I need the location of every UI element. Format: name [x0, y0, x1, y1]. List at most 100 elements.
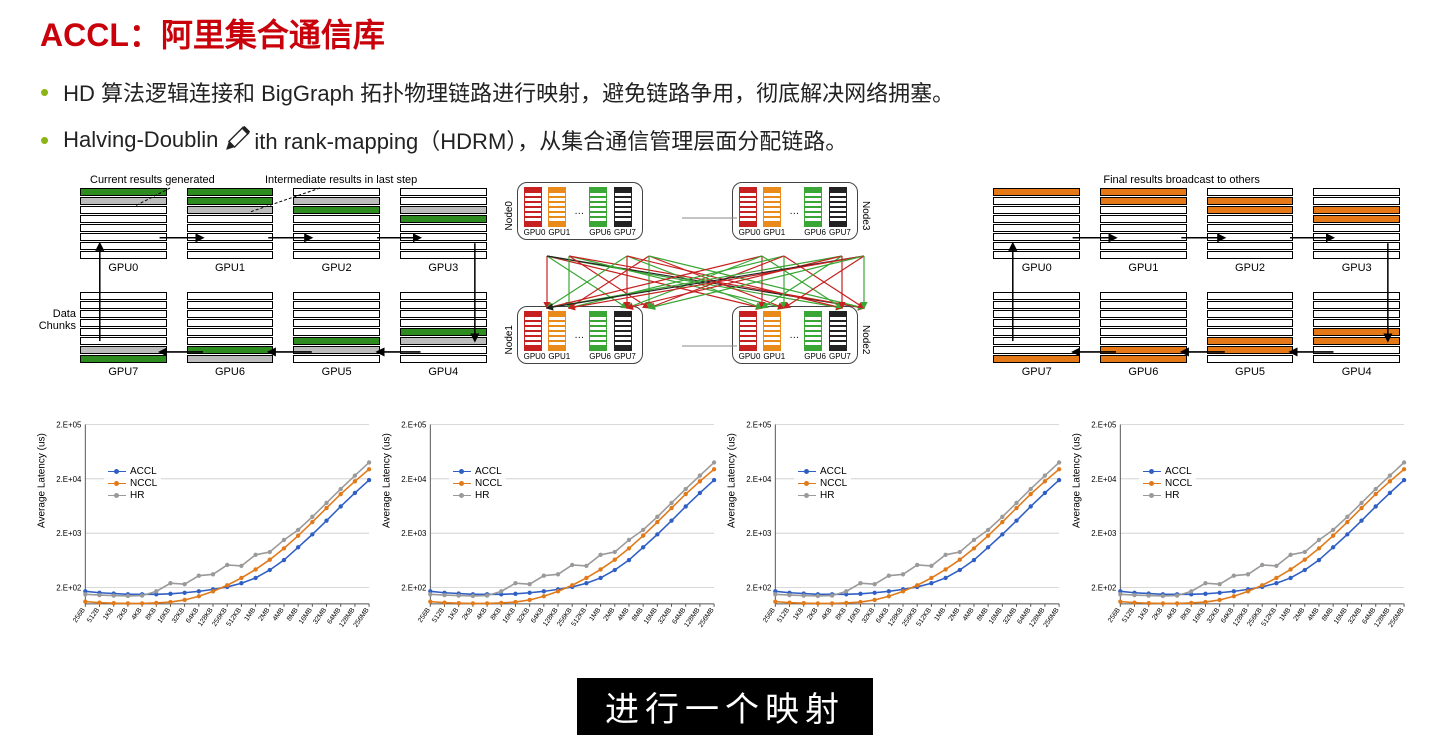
- gpu-label: GPU6: [187, 366, 274, 378]
- svg-text:2KB: 2KB: [1151, 607, 1164, 622]
- svg-text:256B: 256B: [1107, 607, 1122, 625]
- y-axis-label: Average Latency (us): [1072, 433, 1083, 528]
- chart-legend: ACCLNCCLHR: [104, 463, 161, 504]
- svg-text:512B: 512B: [431, 607, 446, 625]
- gpu-cell: GPU3: [400, 188, 487, 274]
- node-label: Node1: [504, 325, 515, 354]
- svg-text:1MB: 1MB: [933, 607, 947, 623]
- charts-row: 2.E+022.E+032.E+042.E+05256B512B1KB2KB4K…: [40, 413, 1410, 643]
- svg-text:16KB: 16KB: [1192, 607, 1208, 625]
- svg-text:2.E+05: 2.E+05: [401, 420, 427, 429]
- gpu-label: GPU5: [293, 366, 380, 378]
- svg-text:1KB: 1KB: [447, 607, 460, 622]
- svg-text:8KB: 8KB: [145, 607, 158, 622]
- svg-text:32MB: 32MB: [1002, 607, 1018, 626]
- gpu-label: GPU6: [1100, 366, 1187, 378]
- svg-text:4MB: 4MB: [962, 607, 976, 623]
- svg-text:2.E+03: 2.E+03: [401, 529, 427, 538]
- svg-text:2MB: 2MB: [1293, 607, 1307, 623]
- gpu-label: GPU3: [1313, 262, 1400, 274]
- gpu-label: GPU5: [1207, 366, 1294, 378]
- svg-text:2.E+04: 2.E+04: [401, 475, 427, 484]
- svg-text:2MB: 2MB: [258, 607, 272, 623]
- gpu-label: GPU2: [1207, 262, 1294, 274]
- gpu-label: GPU1: [1100, 262, 1187, 274]
- svg-text:256MB: 256MB: [1042, 607, 1060, 629]
- gpu-cell: GPU1: [1100, 188, 1187, 274]
- bullet-2: Halving-Doublin ith rank-mapping（HDRM），从…: [40, 122, 1410, 158]
- svg-text:2.E+05: 2.E+05: [746, 420, 772, 429]
- node-label: Node2: [860, 325, 871, 354]
- diagram-center: GPU0GPU1…GPU6GPU7Node0GPU0GPU1…GPU6GPU7N…: [507, 178, 944, 393]
- network-node: GPU0GPU1…GPU6GPU7Node2: [732, 306, 858, 364]
- network-node: GPU0GPU1…GPU6GPU7Node1: [517, 306, 643, 364]
- gpu-cell: GPU0: [993, 188, 1080, 274]
- svg-text:32KB: 32KB: [171, 607, 187, 625]
- svg-text:1MB: 1MB: [1278, 607, 1292, 623]
- y-axis-label: Average Latency (us): [382, 433, 393, 528]
- chart-legend: ACCLNCCLHR: [794, 463, 851, 504]
- gpu-cell: GPU3: [1313, 188, 1400, 274]
- gpu-cell: GPU2: [293, 188, 380, 274]
- svg-text:1KB: 1KB: [792, 607, 805, 622]
- gpu-label: GPU4: [400, 366, 487, 378]
- svg-text:2.E+02: 2.E+02: [401, 583, 426, 592]
- svg-text:16MB: 16MB: [643, 607, 659, 626]
- svg-text:256B: 256B: [417, 607, 432, 625]
- bullet-1: HD 算法逻辑连接和 BigGraph 拓扑物理链路进行映射，避免链路争用，彻底…: [40, 76, 1410, 108]
- page-title: ACCL：阿里集合通信库: [40, 10, 1410, 56]
- svg-text:32MB: 32MB: [312, 607, 328, 626]
- gpu-cell: GPU4: [400, 292, 487, 378]
- svg-text:16KB: 16KB: [502, 607, 518, 625]
- svg-text:512B: 512B: [86, 607, 101, 625]
- svg-text:1MB: 1MB: [243, 607, 257, 623]
- pencil-icon: [218, 122, 254, 158]
- network-node: GPU0GPU1…GPU6GPU7Node3: [732, 182, 858, 240]
- svg-text:256MB: 256MB: [697, 607, 715, 629]
- svg-text:2.E+02: 2.E+02: [56, 583, 81, 592]
- svg-text:256MB: 256MB: [352, 607, 370, 629]
- svg-text:8KB: 8KB: [835, 607, 848, 622]
- svg-text:2.E+05: 2.E+05: [1091, 420, 1117, 429]
- svg-text:2KB: 2KB: [461, 607, 474, 622]
- svg-text:4MB: 4MB: [617, 607, 631, 623]
- svg-text:32KB: 32KB: [861, 607, 877, 625]
- y-axis-label: Average Latency (us): [727, 433, 738, 528]
- video-subtitle: 进行一个映射: [577, 678, 873, 735]
- svg-text:8KB: 8KB: [1180, 607, 1193, 622]
- svg-text:4KB: 4KB: [131, 607, 144, 622]
- gpu-cell: GPU1: [187, 188, 274, 274]
- bullet-2-suffix: ith rank-mapping（HDRM），从集合通信管理层面分配链路。: [254, 124, 847, 156]
- svg-text:32MB: 32MB: [1347, 607, 1363, 626]
- svg-text:512B: 512B: [776, 607, 791, 625]
- svg-text:16MB: 16MB: [988, 607, 1004, 626]
- chart-4: 2.E+022.E+032.E+042.E+05256B512B1KB2KB4K…: [1075, 413, 1410, 643]
- svg-text:2KB: 2KB: [116, 607, 129, 622]
- svg-text:2.E+04: 2.E+04: [1091, 475, 1117, 484]
- svg-text:2.E+03: 2.E+03: [746, 529, 772, 538]
- svg-text:256B: 256B: [72, 607, 87, 625]
- svg-text:512KB: 512KB: [225, 607, 243, 628]
- svg-text:2.E+03: 2.E+03: [1091, 529, 1117, 538]
- svg-text:512KB: 512KB: [915, 607, 933, 628]
- svg-text:2.E+04: 2.E+04: [56, 475, 82, 484]
- diagram-right: Final results broadcast to others GPU0GP…: [953, 178, 1410, 393]
- svg-text:2.E+04: 2.E+04: [746, 475, 772, 484]
- svg-text:4KB: 4KB: [821, 607, 834, 622]
- diagram-left: Current results generated Intermediate r…: [40, 178, 497, 393]
- gpu-label: GPU4: [1313, 366, 1400, 378]
- svg-text:4KB: 4KB: [476, 607, 489, 622]
- svg-text:2.E+05: 2.E+05: [56, 420, 82, 429]
- node-label: Node3: [860, 201, 871, 230]
- svg-text:512B: 512B: [1121, 607, 1136, 625]
- gpu-cell: GPU6: [1100, 292, 1187, 378]
- svg-text:4KB: 4KB: [1166, 607, 1179, 622]
- chart-2: 2.E+02 2.E+03 2.E+04 2.E+05 256B512B1KB2KB4K…: [385, 413, 720, 643]
- gpu-cell: GPU7: [80, 292, 167, 378]
- y-axis-label: Average Latency (us): [37, 433, 48, 528]
- svg-text:256B: 256B: [762, 607, 777, 625]
- svg-text:16MB: 16MB: [298, 607, 314, 626]
- diagrams-row: Current results generated Intermediate r…: [40, 178, 1410, 393]
- gpu-cell: GPU5: [293, 292, 380, 378]
- gpu-label: GPU0: [993, 262, 1080, 274]
